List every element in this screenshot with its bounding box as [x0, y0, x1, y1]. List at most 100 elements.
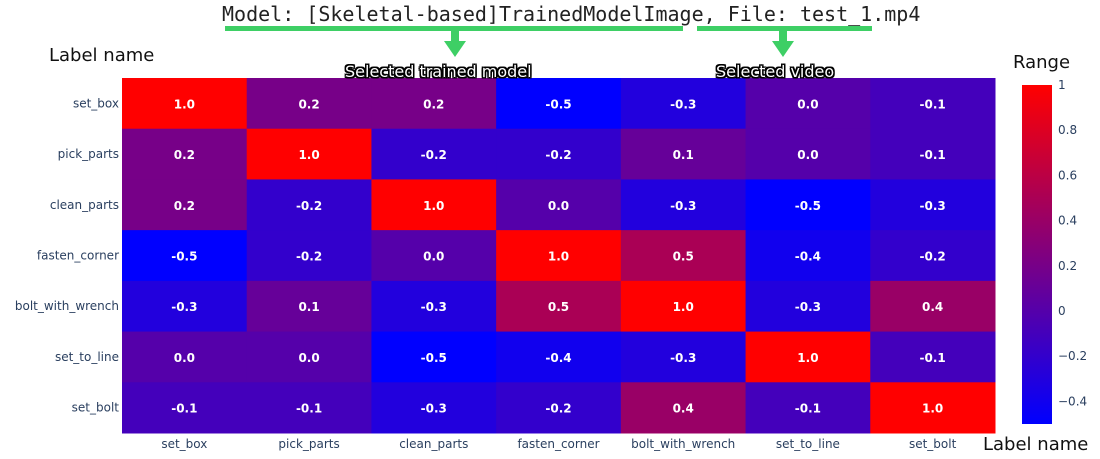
cell-value-label: -0.2	[296, 250, 322, 264]
heatmap-cell	[122, 179, 248, 231]
heatmap-cell	[745, 128, 871, 180]
cell-value-label: 1.0	[673, 300, 694, 314]
selected-video-callout: Selected video	[716, 62, 835, 81]
cell-value-label: -0.1	[296, 402, 322, 416]
cell-value-label: -0.1	[171, 402, 197, 416]
heatmap-cell	[122, 382, 248, 434]
heatmap-cell	[620, 128, 747, 180]
heatmap-cell	[122, 280, 248, 333]
cell-value-label: -0.3	[171, 300, 197, 314]
x-tick-label: clean_parts	[399, 437, 468, 451]
colorbar-tick-label: 0.4	[1058, 214, 1077, 228]
cell-value-label: 1.0	[174, 97, 195, 111]
colorbar-tick-label: −0.4	[1058, 394, 1087, 408]
colorbar-tick-label: 0.2	[1058, 259, 1077, 273]
cell-value-label: -0.1	[920, 148, 946, 162]
callout-arrows	[444, 30, 794, 57]
heatmap-cell	[745, 280, 871, 333]
heatmap-cell	[371, 331, 497, 383]
heatmap-cell	[246, 230, 372, 282]
heatmap-cell	[870, 382, 996, 434]
heatmap-cell	[371, 230, 497, 282]
heatmap-cell	[122, 331, 248, 383]
cell-value-label: -0.1	[920, 97, 946, 111]
heatmap-cell	[122, 78, 248, 130]
y-tick-label: set_to_line	[55, 350, 119, 364]
cell-value-label: -0.5	[421, 351, 447, 365]
video-arrow-icon	[772, 30, 794, 57]
colorbar-tick-label: −0.2	[1058, 349, 1087, 363]
heatmap-cell	[620, 382, 747, 434]
heatmap-cell	[745, 331, 871, 383]
cell-value-label: -0.2	[545, 148, 571, 162]
y-tick-label: pick_parts	[58, 147, 119, 161]
heatmap-cell	[371, 78, 497, 130]
heatmap-cell	[745, 78, 871, 130]
cell-value-label: 1.0	[423, 199, 444, 213]
cell-value-label: -0.3	[920, 199, 946, 213]
colorbar-tick-label: 1	[1058, 78, 1066, 92]
heatmap-cell	[122, 230, 248, 282]
y-tick-label: bolt_with_wrench	[15, 299, 119, 313]
cell-value-label: -0.4	[545, 351, 571, 365]
colorbar	[1022, 85, 1052, 424]
heatmap-cell	[246, 382, 372, 434]
colorbar-tick-label: 0	[1058, 304, 1066, 318]
heatmap-cell	[745, 179, 871, 231]
y-tick-label: set_bolt	[72, 401, 120, 415]
cell-value-label: 0.2	[174, 199, 195, 213]
heatmap-cell	[745, 230, 871, 282]
cell-value-label: 0.1	[673, 148, 694, 162]
cell-value-label: 0.4	[922, 300, 943, 314]
model-arrow-icon	[444, 30, 466, 57]
heatmap-cell	[620, 331, 747, 383]
x-tick-label: set_box	[161, 437, 207, 451]
heatmap-cell	[620, 78, 747, 130]
x-tick-label: bolt_with_wrench	[631, 437, 735, 451]
heatmap-cell	[496, 179, 622, 231]
cell-value-label: 1.0	[548, 250, 569, 264]
cell-value-label: -0.3	[421, 402, 447, 416]
cell-value-label: 0.0	[548, 199, 569, 213]
heatmap-cell	[620, 280, 747, 333]
cell-value-label: 1.0	[298, 148, 319, 162]
cell-value-label: -0.2	[296, 199, 322, 213]
x-tick-label: set_to_line	[776, 437, 840, 451]
y-axis-label: Label name	[49, 45, 155, 66]
colorbar-tick-label: 0.6	[1058, 168, 1077, 182]
cell-value-label: 0.4	[673, 402, 694, 416]
cell-value-label: -0.2	[421, 148, 447, 162]
heatmap-cell	[870, 128, 996, 180]
cell-value-label: -0.5	[795, 199, 821, 213]
colorbar-title: Range	[1013, 52, 1071, 73]
cell-value-label: 0.2	[423, 97, 444, 111]
heatmap-cell	[246, 128, 372, 180]
x-axis-label: Label name	[983, 434, 1089, 455]
heatmap-cell	[496, 78, 622, 130]
heatmap-cell	[870, 331, 996, 383]
cell-value-label: -0.4	[795, 250, 821, 264]
heatmap-cell	[246, 280, 372, 333]
cell-value-label: -0.2	[545, 402, 571, 416]
cell-value-label: -0.3	[670, 351, 696, 365]
heatmap-cell	[496, 230, 622, 282]
heatmap-cell	[620, 230, 747, 282]
x-tick-label: fasten_corner	[517, 437, 599, 451]
cell-value-label: -0.1	[920, 351, 946, 365]
cell-value-label: 0.2	[174, 148, 195, 162]
cell-value-label: 0.2	[298, 97, 319, 111]
y-tick-label: clean_parts	[50, 198, 119, 212]
cell-value-label: 0.0	[174, 351, 195, 365]
x-tick-label: pick_parts	[278, 437, 339, 451]
chart-header-title: Model: [Skeletal-based]TrainedModelImage…	[222, 2, 921, 26]
cell-value-label: 0.1	[298, 300, 319, 314]
cell-value-label: 1.0	[922, 402, 943, 416]
cell-value-label: 0.5	[673, 250, 694, 264]
heatmap-cell	[246, 179, 372, 231]
heatmap-cell	[496, 128, 622, 180]
heatmap-cell	[246, 78, 372, 130]
colorbar-tick-label: 0.8	[1058, 123, 1077, 137]
model-underline	[225, 26, 683, 31]
cell-value-label: 1.0	[797, 351, 818, 365]
